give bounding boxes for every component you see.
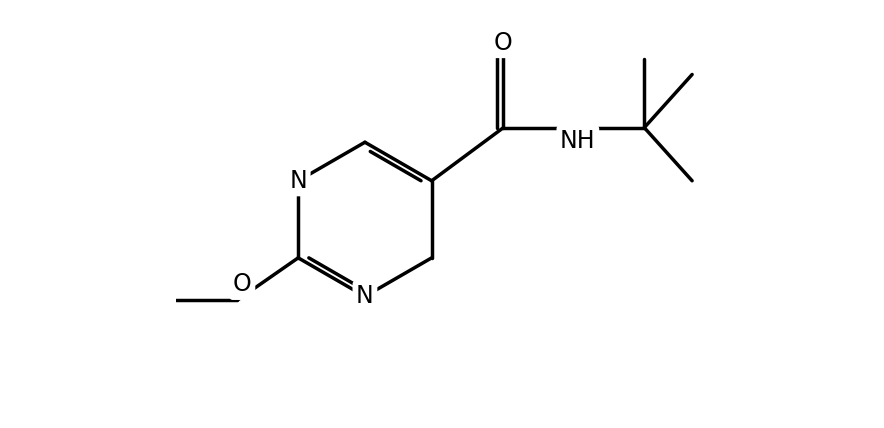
Text: N: N — [289, 169, 307, 193]
Text: O: O — [494, 30, 513, 55]
Text: NH: NH — [560, 129, 596, 153]
Text: O: O — [233, 273, 252, 297]
Text: N: N — [356, 284, 374, 309]
